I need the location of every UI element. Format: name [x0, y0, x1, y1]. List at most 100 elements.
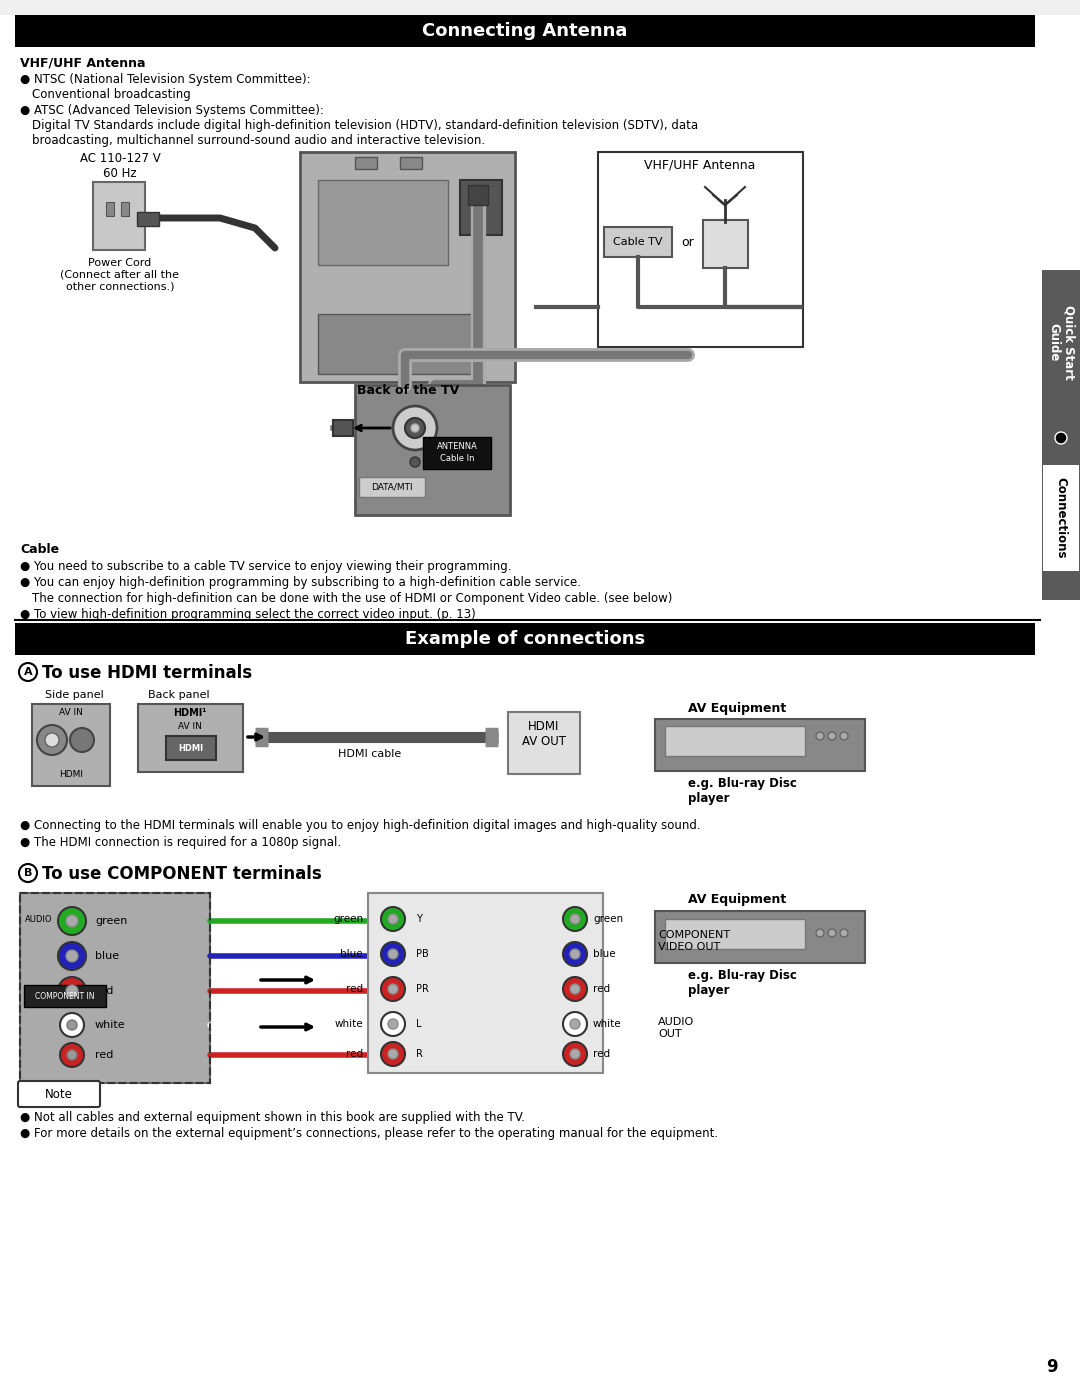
Circle shape	[570, 1049, 580, 1059]
Bar	[508, 712, 580, 775]
Bar	[355, 157, 377, 169]
Bar	[121, 203, 129, 217]
Text: green: green	[593, 915, 623, 924]
Bar	[32, 704, 110, 786]
Bar	[665, 919, 805, 949]
Text: L: L	[416, 1019, 421, 1029]
Circle shape	[70, 727, 94, 752]
Circle shape	[58, 977, 86, 1005]
Text: PB: PB	[416, 949, 429, 959]
Text: Y: Y	[416, 915, 422, 924]
Circle shape	[60, 1013, 84, 1037]
Circle shape	[388, 984, 399, 994]
Circle shape	[563, 906, 588, 931]
Circle shape	[405, 418, 426, 439]
Bar	[654, 719, 865, 770]
Text: Quick Start
Guide: Quick Start Guide	[1047, 304, 1075, 379]
Text: Back of the TV: Back of the TV	[356, 384, 459, 397]
Text: Note: Note	[45, 1088, 73, 1101]
Bar	[318, 314, 473, 373]
Circle shape	[67, 1020, 77, 1030]
Circle shape	[816, 929, 824, 937]
Text: AV Equipment: AV Equipment	[688, 892, 786, 906]
Bar	[423, 437, 491, 469]
Bar	[355, 384, 510, 515]
Text: white: white	[95, 1020, 125, 1030]
Circle shape	[45, 733, 59, 747]
Circle shape	[570, 949, 580, 959]
Text: red: red	[593, 1049, 610, 1059]
Text: ● ATSC (Advanced Television Systems Committee):: ● ATSC (Advanced Television Systems Comm…	[21, 104, 324, 117]
Circle shape	[381, 1012, 405, 1035]
Circle shape	[563, 977, 588, 1001]
Circle shape	[19, 663, 37, 682]
Bar	[138, 704, 243, 772]
Text: blue: blue	[340, 949, 363, 959]
Text: VHF/UHF Antenna: VHF/UHF Antenna	[21, 56, 146, 69]
Circle shape	[37, 725, 67, 755]
Text: white: white	[593, 1019, 622, 1029]
Bar	[21, 892, 210, 1083]
Circle shape	[393, 407, 437, 450]
Text: HDMI
AV OUT: HDMI AV OUT	[522, 720, 566, 748]
Text: Digital TV Standards include digital high-definition television (HDTV), standard: Digital TV Standards include digital hig…	[32, 119, 698, 132]
Text: HDMI: HDMI	[59, 770, 83, 779]
Circle shape	[58, 906, 86, 936]
Text: COMPONENT IN: COMPONENT IN	[36, 991, 95, 1001]
Circle shape	[381, 942, 405, 966]
Bar	[21, 892, 210, 1083]
Text: To use HDMI terminals: To use HDMI terminals	[42, 663, 252, 682]
Bar	[400, 157, 422, 169]
Text: Power Cord
(Connect after all the
other connections.): Power Cord (Connect after all the other …	[60, 258, 179, 291]
Bar	[166, 736, 216, 761]
Text: green: green	[95, 916, 127, 926]
Circle shape	[563, 942, 588, 966]
Circle shape	[570, 915, 580, 924]
Circle shape	[19, 863, 37, 881]
Text: Connections: Connections	[1054, 477, 1067, 559]
Circle shape	[411, 423, 419, 432]
Circle shape	[840, 731, 848, 740]
Text: ● You can enjoy high-definition programming by subscribing to a high-definition : ● You can enjoy high-definition programm…	[21, 576, 581, 589]
Bar	[15, 15, 1035, 47]
Text: B: B	[24, 868, 32, 879]
Text: white: white	[335, 1019, 363, 1029]
Text: red: red	[346, 1049, 363, 1059]
Text: red: red	[593, 984, 610, 994]
Text: Connecting Antenna: Connecting Antenna	[422, 22, 627, 40]
Circle shape	[381, 1042, 405, 1066]
Text: AV IN: AV IN	[59, 708, 83, 718]
Text: ANTENNA: ANTENNA	[436, 441, 477, 451]
Circle shape	[570, 1019, 580, 1029]
Bar	[468, 185, 488, 205]
Circle shape	[410, 457, 420, 466]
Text: DATA/MTI: DATA/MTI	[372, 483, 413, 491]
Text: VHF/UHF Antenna: VHF/UHF Antenna	[645, 158, 756, 171]
Circle shape	[66, 985, 78, 997]
Text: HDMI: HDMI	[178, 744, 203, 752]
Bar	[359, 477, 426, 497]
Text: A: A	[24, 668, 32, 677]
Text: Conventional broadcasting: Conventional broadcasting	[32, 87, 191, 101]
Text: To use COMPONENT terminals: To use COMPONENT terminals	[42, 865, 322, 883]
Bar	[106, 203, 114, 217]
Bar	[1042, 271, 1080, 600]
Text: Cable TV: Cable TV	[613, 237, 663, 247]
Bar	[93, 182, 145, 250]
Text: AV IN: AV IN	[178, 722, 202, 731]
Text: Example of connections: Example of connections	[405, 630, 645, 648]
Bar	[333, 421, 353, 436]
Text: Back panel: Back panel	[148, 690, 210, 700]
Text: e.g. Blu-ray Disc
player: e.g. Blu-ray Disc player	[688, 969, 797, 997]
Circle shape	[67, 1049, 77, 1060]
Bar	[368, 892, 603, 1073]
Text: ● For more details on the external equipment’s connections, please refer to the : ● For more details on the external equip…	[21, 1127, 718, 1140]
Text: PR: PR	[416, 984, 429, 994]
Text: blue: blue	[95, 951, 119, 960]
Bar	[654, 911, 865, 963]
Text: AUDIO
OUT: AUDIO OUT	[658, 1017, 694, 1038]
Text: red: red	[95, 985, 113, 997]
Circle shape	[66, 915, 78, 927]
Circle shape	[388, 949, 399, 959]
Circle shape	[563, 1042, 588, 1066]
